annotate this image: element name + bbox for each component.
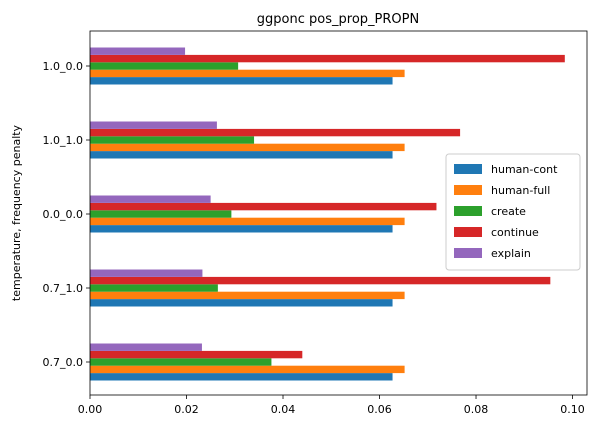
x-tick-label: 0.00 — [78, 403, 103, 416]
legend-label-explain: explain — [491, 247, 531, 260]
bar-human-full-1.0_1.0 — [90, 143, 405, 152]
legend-swatch-continue — [454, 227, 482, 237]
bar-human-full-0.7_1.0 — [90, 291, 405, 300]
bar-human-cont-0.0_0.0 — [90, 225, 393, 233]
legend-label-continue: continue — [491, 226, 539, 239]
bar-create-0.7_0.0 — [90, 358, 272, 366]
y-tick-label: 0.0_0.0 — [43, 208, 84, 221]
legend-swatch-explain — [454, 248, 482, 258]
bar-explain-0.0_0.0 — [90, 195, 211, 203]
bar-human-full-1.0_0.0 — [90, 69, 405, 78]
legend-box — [445, 153, 581, 271]
chart-title: ggponc pos_prop_PROPN — [257, 12, 419, 27]
bar-explain-0.7_0.0 — [90, 343, 202, 351]
y-tick-label: 0.7_0.0 — [43, 356, 84, 369]
bar-create-0.7_1.0 — [90, 284, 218, 292]
bar-continue-1.0_1.0 — [90, 128, 461, 137]
bar-human-cont-1.0_0.0 — [90, 77, 393, 85]
x-tick-label: 0.02 — [174, 403, 199, 416]
y-tick-label: 0.7_1.0 — [43, 282, 84, 295]
y-tick-label: 1.0_1.0 — [43, 134, 84, 147]
legend-swatch-human-full — [454, 185, 482, 195]
x-axis-ticks: 0.00 0.02 0.04 0.06 0.08 0.10 — [78, 395, 585, 416]
x-tick-label: 0.10 — [560, 403, 585, 416]
legend-label-human-full: human-full — [491, 184, 550, 197]
bar-human-full-0.7_0.0 — [90, 365, 405, 374]
bar-human-cont-0.7_0.0 — [90, 373, 393, 381]
y-tick-label: 1.0_0.0 — [43, 60, 84, 73]
bars-group — [90, 47, 565, 381]
plot-frame — [89, 30, 588, 396]
bar-continue-1.0_0.0 — [90, 54, 565, 63]
legend-swatch-human-cont — [454, 164, 482, 174]
x-tick-label: 0.08 — [464, 403, 489, 416]
bar-human-cont-0.7_1.0 — [90, 299, 393, 307]
legend-label-create: create — [491, 205, 526, 218]
legend-label-human-cont: human-cont — [491, 163, 558, 176]
legend-swatch-create — [454, 206, 482, 216]
bar-continue-0.0_0.0 — [90, 202, 437, 211]
bar-create-1.0_0.0 — [90, 62, 239, 70]
bar-create-0.0_0.0 — [90, 210, 232, 218]
bar-human-cont-1.0_1.0 — [90, 151, 393, 159]
y-axis-label: temperature, frequency penalty — [10, 124, 23, 301]
bar-continue-0.7_0.0 — [90, 350, 303, 359]
bar-explain-1.0_1.0 — [90, 121, 217, 129]
bar-continue-0.7_1.0 — [90, 276, 551, 285]
bar-explain-0.7_1.0 — [90, 269, 203, 277]
x-tick-label: 0.06 — [367, 403, 392, 416]
bar-human-full-0.0_0.0 — [90, 217, 405, 226]
legend: human-cont human-full create continue explai… — [445, 153, 581, 271]
bar-create-1.0_1.0 — [90, 136, 255, 144]
bar-explain-1.0_0.0 — [90, 47, 186, 55]
x-tick-label: 0.04 — [271, 403, 296, 416]
y-axis-ticks: 0.7_0.0 0.7_1.0 0.0_0.0 1.0_1.0 1.0_0.0 — [43, 60, 90, 369]
